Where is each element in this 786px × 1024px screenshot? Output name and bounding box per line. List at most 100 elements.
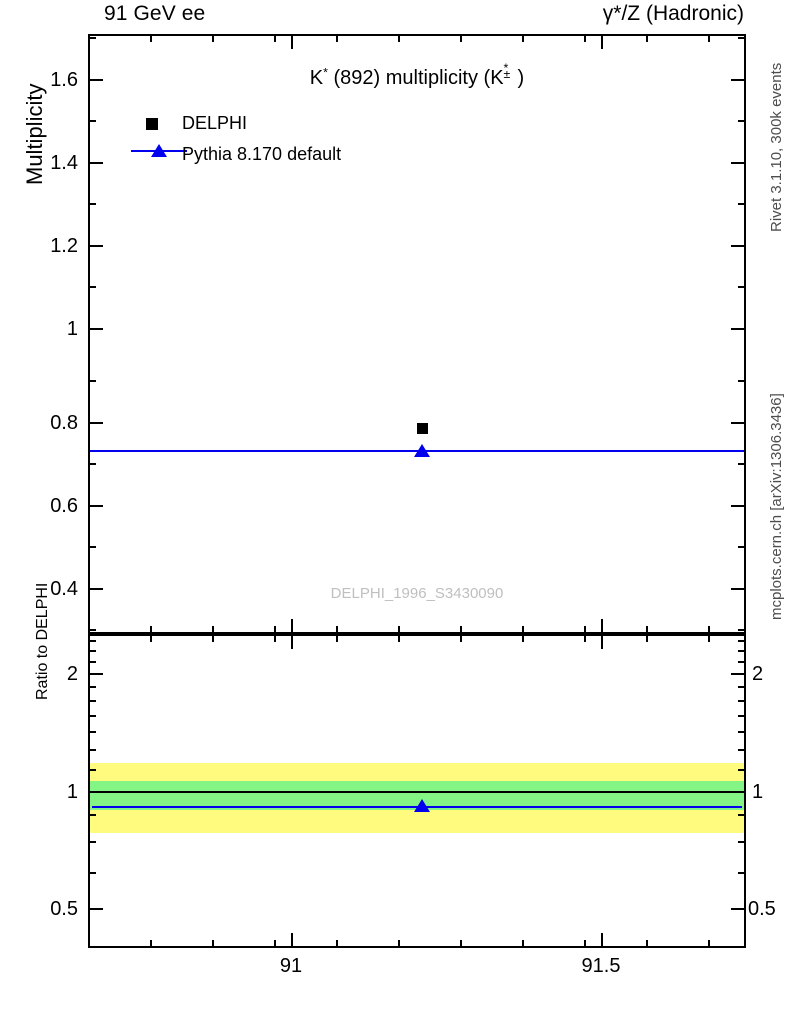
ratio-xtick-bottom-major — [601, 933, 603, 948]
ratio-ytick-right-0.5: 0.5 — [748, 898, 776, 920]
ratio-ytick-mark-minor — [88, 650, 96, 652]
main-ytick-mark-major — [88, 422, 103, 424]
main-xtick-bottom-minor — [150, 626, 152, 634]
ratio-ytick-mark-minor — [88, 841, 96, 843]
side-caption-mcplots: mcplots.cern.ch [arXiv:1306.3436] — [768, 393, 785, 620]
main-ytick-mark-major — [88, 162, 103, 164]
ratio-ytick-mark-minor — [88, 715, 96, 717]
ratio-ytick-right-1: 1 — [752, 781, 764, 803]
main-ytick-1: 1 — [66, 318, 78, 340]
main-xtick-top-minor — [584, 34, 586, 42]
legend-label-delphi: DELPHI — [182, 113, 248, 133]
main-ytick-mark-right-minor — [738, 463, 746, 465]
main-ytick-mark-right-minor — [738, 286, 746, 288]
ratio-xtick-bottom-major — [291, 933, 293, 948]
main-ytick-mark-minor — [88, 629, 96, 631]
main-xtick-top-minor — [274, 34, 276, 42]
ratio-xtick-top-minor — [398, 634, 400, 642]
main-xtick-top-minor — [646, 34, 648, 42]
title-charge-stack: * ± — [503, 61, 518, 84]
ratio-ytick-mark-minor — [88, 872, 96, 874]
main-ytick-mark-right-minor — [738, 629, 746, 631]
header-process-label: γ*/Z (Hadronic) — [602, 2, 744, 25]
main-ytick-mark-major — [88, 328, 103, 330]
title-charge-sign: ± — [503, 66, 511, 81]
main-xtick-bottom-minor — [460, 626, 462, 634]
main-ytick-mark-right-minor — [738, 37, 746, 39]
ratio-ytick-mark-right-minor — [738, 749, 746, 751]
ratio-ytick-mark-right-minor — [738, 872, 746, 874]
ratio-xtick-top-minor — [646, 634, 648, 642]
title-charge-superscript: * — [503, 61, 509, 76]
main-xtick-bottom-minor — [274, 626, 276, 634]
analysis-watermark: DELPHI_1996_S3430090 — [330, 585, 504, 602]
title-close: ) — [517, 67, 525, 89]
ratio-ytick-mark-right-major — [731, 908, 746, 910]
main-xtick-bottom-minor — [398, 626, 400, 634]
main-ytick-mark-major — [88, 505, 103, 507]
legend-label-pythia: Pythia 8.170 default — [182, 144, 342, 164]
ratio-xtick-bottom-minor — [150, 940, 152, 948]
ratio-xtick-bottom-minor — [274, 940, 276, 948]
delphi-marker-main — [417, 423, 428, 434]
main-xtick-top-minor — [212, 34, 214, 42]
main-ytick-mark-minor — [88, 380, 96, 382]
ratio-ytick-mark-right-minor — [738, 731, 746, 733]
main-ytick-1.6: 1.6 — [50, 69, 78, 91]
main-xtick-top-minor — [336, 34, 338, 42]
main-ytick-mark-right-minor — [738, 203, 746, 205]
title-star: * — [323, 65, 328, 80]
ratio-xtick-top-minor — [708, 634, 710, 642]
ratio-ytick-mark-minor — [88, 749, 96, 751]
main-xtick-top-minor — [150, 34, 152, 42]
ratio-reference-line — [90, 791, 744, 793]
main-xtick-bottom-minor — [522, 626, 524, 634]
ratio-xtick-bottom-minor — [584, 940, 586, 948]
plot-title: K* (892) multiplicity (K * ±) — [188, 61, 646, 90]
main-xtick-bottom-minor — [584, 626, 586, 634]
ratio-ytick-mark-major — [88, 908, 103, 910]
ratio-ytick-mark-major — [88, 791, 103, 793]
main-ytick-mark-right-minor — [738, 380, 746, 382]
ratio-ytick-mark-minor — [88, 700, 96, 702]
main-ytick-mark-right — [731, 328, 746, 330]
ratio-xtick-bottom-minor — [398, 940, 400, 948]
main-ytick-mark-minor — [88, 203, 96, 205]
main-xtick-top-minor — [398, 34, 400, 42]
main-ytick-mark-right — [731, 162, 746, 164]
ratio-ytick-mark-right-minor — [738, 841, 746, 843]
main-ytick-mark-right-minor — [738, 546, 746, 548]
main-ytick-mark-right — [731, 588, 746, 590]
main-ytick-mark-right — [731, 505, 746, 507]
main-xtick-top-major — [291, 34, 293, 49]
ratio-xtick-top-minor — [522, 634, 524, 642]
ratio-ytick-mark-right-minor — [738, 814, 746, 816]
ratio-ytick-0.5: 0.5 — [50, 898, 78, 920]
pythia-marker-main — [414, 444, 430, 457]
ratio-ytick-mark-right-major — [731, 791, 746, 793]
main-ytick-mark-minor — [88, 463, 96, 465]
legend-marker-triangle-icon — [151, 144, 167, 157]
main-plot-frame — [88, 34, 746, 634]
main-xtick-top-major — [601, 34, 603, 49]
main-ytick-1.2: 1.2 — [50, 235, 78, 257]
ratio-xtick-top-minor — [460, 634, 462, 642]
ratio-xtick-top-major — [601, 634, 603, 649]
ratio-xtick-bottom-minor — [708, 940, 710, 948]
ratio-ytick-mark-right-minor — [738, 640, 746, 642]
ratio-ytick-1: 1 — [66, 781, 78, 803]
ratio-xtick-top-minor — [150, 634, 152, 642]
ratio-ytick-mark-minor — [88, 661, 96, 663]
main-ytick-mark-right — [731, 245, 746, 247]
main-ytick-1.4: 1.4 — [50, 152, 78, 174]
main-ytick-mark-major — [88, 588, 103, 590]
main-xtick-bottom-minor — [212, 626, 214, 634]
ratio-xtick-label-91: 91 — [279, 955, 303, 977]
main-ytick-mark-major — [88, 79, 103, 81]
main-xtick-bottom-minor — [646, 626, 648, 634]
ratio-xtick-top-minor — [274, 634, 276, 642]
main-ytick-mark-minor — [88, 546, 96, 548]
ratio-ytick-mark-minor — [88, 814, 96, 816]
title-k: K — [309, 67, 324, 89]
